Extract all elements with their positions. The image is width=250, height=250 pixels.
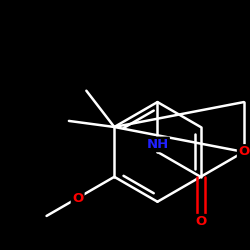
Text: O: O [238, 146, 250, 158]
Text: O: O [72, 192, 83, 204]
Text: O: O [195, 215, 206, 228]
Text: NH: NH [146, 138, 169, 151]
